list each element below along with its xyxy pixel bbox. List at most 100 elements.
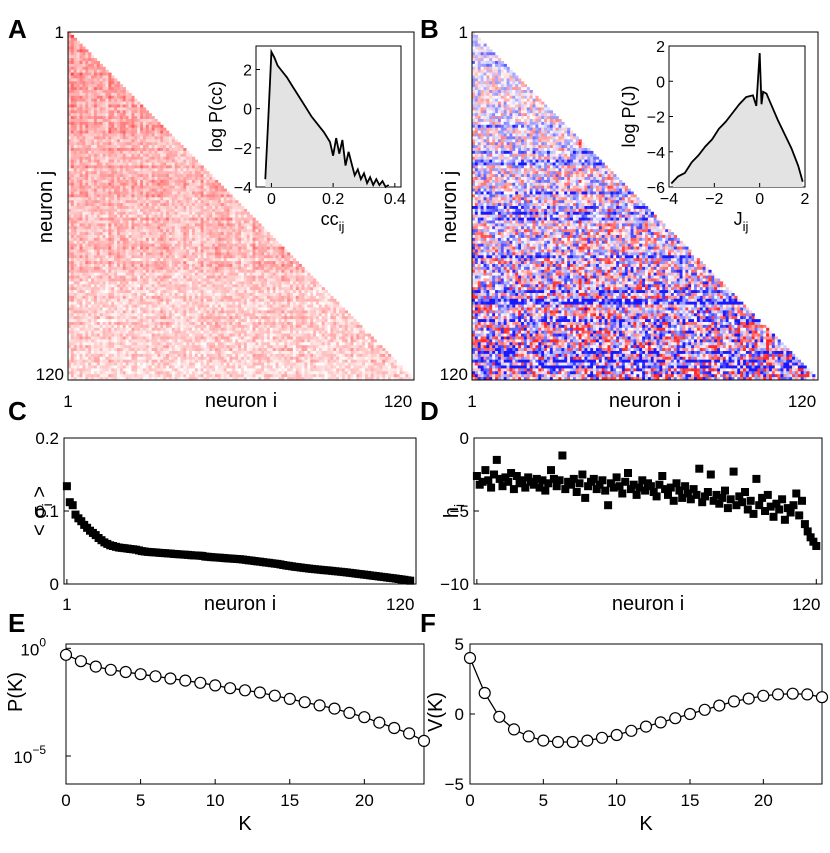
heatmap-cell <box>255 243 259 247</box>
heatmap-cell <box>238 295 242 300</box>
heatmap-cell <box>203 298 207 302</box>
heatmap-cell <box>171 177 175 181</box>
heatmap-cell <box>212 290 216 294</box>
heatmap-cell <box>194 235 199 239</box>
heatmap-cell <box>209 304 213 308</box>
heatmap-cell <box>108 281 112 285</box>
heatmap-cell <box>189 252 193 256</box>
heatmap-cell <box>88 165 92 169</box>
heatmap-cell <box>96 107 101 111</box>
heatmap-cell <box>194 223 199 227</box>
heatmap-cell <box>281 301 285 305</box>
heatmap-cell <box>252 261 256 265</box>
heatmap-cell <box>140 269 144 273</box>
heatmap-cell <box>252 258 256 262</box>
heatmap-cell <box>137 113 141 117</box>
heatmap-cell <box>295 284 299 288</box>
heatmap-cell <box>151 258 155 262</box>
heatmap-cell <box>160 168 164 172</box>
heatmap-cell <box>117 191 121 195</box>
heatmap-cell <box>275 284 279 288</box>
heatmap-cell <box>79 240 83 244</box>
heatmap-cell <box>238 272 242 276</box>
heatmap-cell <box>105 229 109 233</box>
heatmap-cell <box>284 264 288 268</box>
heatmap-cell <box>128 119 132 123</box>
heatmap-cell <box>70 46 75 50</box>
heatmap-cell <box>131 235 135 239</box>
heatmap-cell <box>209 269 213 273</box>
heatmap-cell <box>148 148 152 152</box>
heatmap-cell <box>157 243 161 247</box>
heatmap-cell <box>232 246 236 250</box>
heatmap-cell <box>105 197 109 201</box>
heatmap-cell <box>171 249 175 253</box>
heatmap-cell <box>108 168 112 172</box>
heatmap-cell <box>249 275 253 279</box>
heatmap-cell <box>166 316 170 320</box>
heatmap-cell <box>142 232 147 236</box>
heatmap-cell <box>111 84 115 88</box>
heatmap-cell <box>137 275 141 279</box>
heatmap-cell <box>88 124 92 128</box>
heatmap-cell <box>200 258 204 262</box>
heatmap-cell <box>142 179 147 184</box>
heatmap-cell <box>281 313 285 317</box>
heatmap-cell <box>166 313 170 317</box>
heatmap-cell <box>140 185 144 189</box>
heatmap-cell <box>206 266 210 271</box>
heatmap-cell <box>140 197 144 201</box>
heatmap-cell <box>200 174 204 178</box>
heatmap-cell <box>180 223 184 227</box>
heatmap-cell <box>206 220 210 224</box>
heatmap-cell <box>68 269 72 273</box>
heatmap-cell <box>79 113 83 117</box>
heatmap-cell <box>189 258 193 262</box>
heatmap-cell <box>82 217 86 221</box>
heatmap-cell <box>114 148 118 152</box>
heatmap-cell <box>241 307 245 311</box>
heatmap-cell <box>82 46 86 50</box>
heatmap-cell <box>163 162 167 166</box>
heatmap-cell <box>261 249 265 253</box>
heatmap-cell <box>88 95 92 99</box>
heatmap-cell <box>197 301 201 305</box>
heatmap-cell <box>238 287 242 291</box>
panel-letter-e: E <box>8 608 25 638</box>
heatmap-cell <box>318 316 323 320</box>
heatmap-cell <box>96 208 101 213</box>
heatmap-cell <box>70 275 75 279</box>
heatmap-cell <box>102 237 106 242</box>
heatmap-cell <box>180 156 184 160</box>
heatmap-cell <box>160 124 164 128</box>
heatmap-cell <box>102 211 106 215</box>
heatmap-cell <box>91 174 95 178</box>
heatmap-cell <box>140 211 144 215</box>
heatmap-cell <box>99 223 103 227</box>
heatmap-cell <box>206 208 210 213</box>
heatmap-cell <box>131 194 135 198</box>
heatmap-cell <box>243 307 248 311</box>
heatmap-cell <box>79 162 83 166</box>
heatmap-cell <box>166 246 170 250</box>
heatmap-cell <box>96 78 101 82</box>
heatmap-cell <box>76 159 80 163</box>
heatmap-cell <box>137 281 141 285</box>
heatmap-cell <box>269 278 274 282</box>
heatmap-cell <box>180 203 184 207</box>
heatmap-cell <box>119 150 124 155</box>
heatmap-cell <box>108 110 112 114</box>
heatmap-cell <box>88 293 92 297</box>
heatmap-cell <box>73 133 77 137</box>
heatmap-cell <box>223 287 227 291</box>
heatmap-cell <box>266 264 271 268</box>
heatmap-cell <box>122 229 126 233</box>
heatmap-cell <box>99 229 103 233</box>
heatmap-cell <box>148 139 152 143</box>
heatmap-cell <box>93 81 98 85</box>
heatmap-cell <box>151 174 155 178</box>
heatmap-cell <box>157 235 161 239</box>
heatmap-cell <box>209 298 213 302</box>
heatmap-cell <box>140 174 144 178</box>
heatmap-cell <box>68 52 72 56</box>
